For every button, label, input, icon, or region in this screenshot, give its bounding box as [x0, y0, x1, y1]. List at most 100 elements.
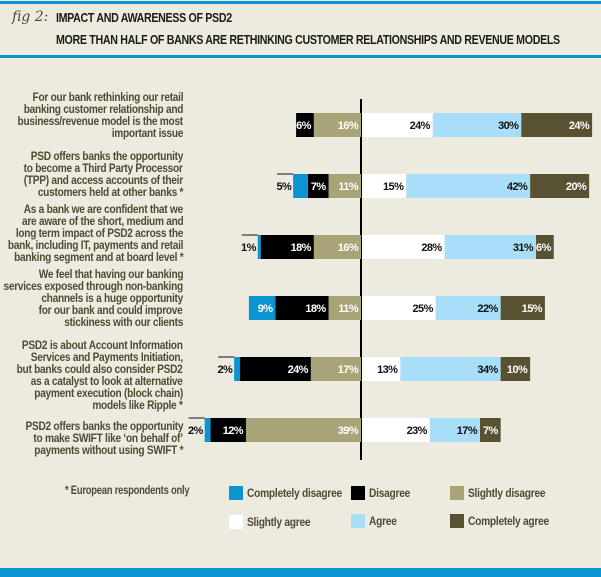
question-label-line: long term impact of PSD2 across the [15, 228, 184, 240]
data-label: 11% [338, 303, 358, 315]
bar-segment-slightly-disagree [328, 296, 361, 320]
question-label-line: banking segment and at board level * [13, 252, 184, 264]
question-label: PSD2 is about Account Information Service… [0, 340, 183, 412]
bar-segment-agree [400, 357, 501, 381]
data-label: 22% [477, 303, 498, 315]
legend-item-slightly-agree: Slightly agree [229, 515, 322, 529]
question-label-line: Services and Payments Initiation, [30, 352, 183, 364]
legend-swatch [229, 515, 243, 529]
question-label-line: As a bank we are confident that we [23, 204, 183, 216]
data-label: 24% [410, 120, 431, 132]
data-label: 42% [507, 181, 528, 193]
bar-segment-slightly-disagree [313, 113, 361, 137]
bar-segment-completely-agree [500, 296, 545, 320]
question-label-line: to become a Third Party Processor [24, 163, 183, 175]
bar-segment-agree [435, 296, 501, 320]
data-label: 18% [305, 303, 326, 315]
question-label: As a bank we are confident that we are aw… [0, 204, 184, 264]
chart-subtitle: MORE THAN HALF OF BANKS ARE RETHINKING C… [56, 32, 560, 47]
legend-item-slightly-disagree: Slightly disagree [450, 486, 559, 500]
bar-segment-agree [444, 235, 537, 259]
question-label-line: to make SWIFT like ‘on behalf of’ [33, 433, 184, 445]
question-label: PSD offers banks the opportunity to becom… [0, 151, 183, 199]
data-label: 15% [383, 181, 404, 193]
bottom-band [0, 568, 601, 577]
bar-segment-slightly-disagree [313, 235, 361, 259]
legend-swatch [351, 486, 365, 500]
data-label: 20% [566, 181, 587, 193]
question-label-line: (TPP) and access accounts of their [23, 175, 183, 187]
bar-segment-completely-agree [536, 235, 554, 259]
data-label: 2% [217, 364, 233, 376]
bar-segment-completely-agree [480, 418, 501, 442]
bar-segment-completely-disagree [248, 296, 276, 320]
legend-swatch [351, 514, 365, 528]
bar-segment-completely-disagree [257, 235, 261, 259]
top-rule [0, 1, 601, 4]
question-label: We feel that having our banking services … [0, 269, 184, 329]
question-label-line: PSD2 is about Account Information [22, 340, 183, 352]
data-label: 12% [223, 425, 244, 437]
bar-segment-slightly-disagree [328, 174, 361, 198]
chart-title: IMPACT AND AWARENESS OF PSD2 [56, 10, 232, 25]
data-label: 9% [258, 303, 274, 315]
bar-segment-disagree [260, 235, 314, 259]
bar-segment-slightly-agree [362, 174, 407, 198]
question-label-line: PSD2 offers banks the opportunity [25, 421, 183, 433]
data-label: 13% [377, 364, 398, 376]
question-label-line: payments without using SWIFT * [34, 445, 183, 457]
bar-segment-slightly-disagree [310, 357, 361, 381]
question-label-line: services exposed through non-banking [3, 281, 184, 293]
legend-label: Agree [369, 514, 397, 528]
question-label-line: channels is a huge opportunity [41, 293, 183, 305]
bar-segment-agree [429, 418, 480, 442]
bar-segment-slightly-agree [362, 296, 436, 320]
bar-segment-disagree [296, 113, 314, 137]
question-label-line: banking customer relationship and [23, 104, 184, 116]
data-label: 15% [522, 303, 543, 315]
question-label-line: business/revenue model is the most [17, 116, 184, 128]
question-label-line: are aware of the short, medium and [21, 216, 184, 228]
bar-segment-slightly-agree [362, 357, 401, 381]
legend-swatch [450, 514, 464, 528]
data-label: 2% [188, 425, 204, 437]
question-label: For our bank rethinking our retail bankin… [0, 92, 184, 140]
question-label-line: We feel that having our banking [38, 269, 183, 281]
legend-label: Slightly disagree [468, 486, 546, 500]
footnote: * European respondents only [65, 485, 190, 497]
question-label-line: PSD offers banks the opportunity [30, 151, 184, 163]
data-label: 24% [288, 364, 309, 376]
question-label-line: for our bank and could improve [39, 305, 183, 317]
data-label: 23% [407, 425, 428, 437]
bar-segment-slightly-agree [362, 235, 445, 259]
data-label: 6% [536, 242, 552, 254]
legend-label: Completely agree [468, 514, 549, 528]
data-label: 25% [413, 303, 434, 315]
bar-segment-completely-agree [521, 113, 593, 137]
data-label: 7% [483, 425, 499, 437]
data-label: 10% [507, 364, 528, 376]
question-label-line: models like Ripple * [92, 400, 184, 412]
bar-segment-agree [432, 113, 522, 137]
bar-segment-completely-disagree [293, 174, 308, 198]
bar-segment-slightly-agree [362, 113, 433, 137]
data-label: 16% [338, 120, 359, 132]
data-label: 1% [241, 242, 257, 254]
question-label-line: stickiness with our clients [64, 317, 183, 329]
legend-label: Completely disagree [247, 486, 342, 500]
legend-label: Disagree [369, 486, 411, 500]
legend-item-completely-agree: Completely agree [450, 514, 563, 528]
question-label-line: customers held at other banks * [37, 187, 184, 199]
legend-item-completely-disagree: Completely disagree [229, 486, 359, 500]
data-label: 16% [338, 242, 359, 254]
legend-item-disagree: Disagree [351, 486, 417, 500]
bar-segment-disagree [210, 418, 246, 442]
question-label: PSD2 offers banks the opportunity to make… [0, 421, 183, 457]
data-label: 6% [296, 120, 312, 132]
bar-segment-completely-agree [530, 174, 590, 198]
data-label: 18% [291, 242, 312, 254]
bar-segment-completely-disagree [234, 357, 241, 381]
question-label-line: but banks could also consider PSD2 [17, 364, 183, 376]
bar-segment-disagree [240, 357, 311, 381]
